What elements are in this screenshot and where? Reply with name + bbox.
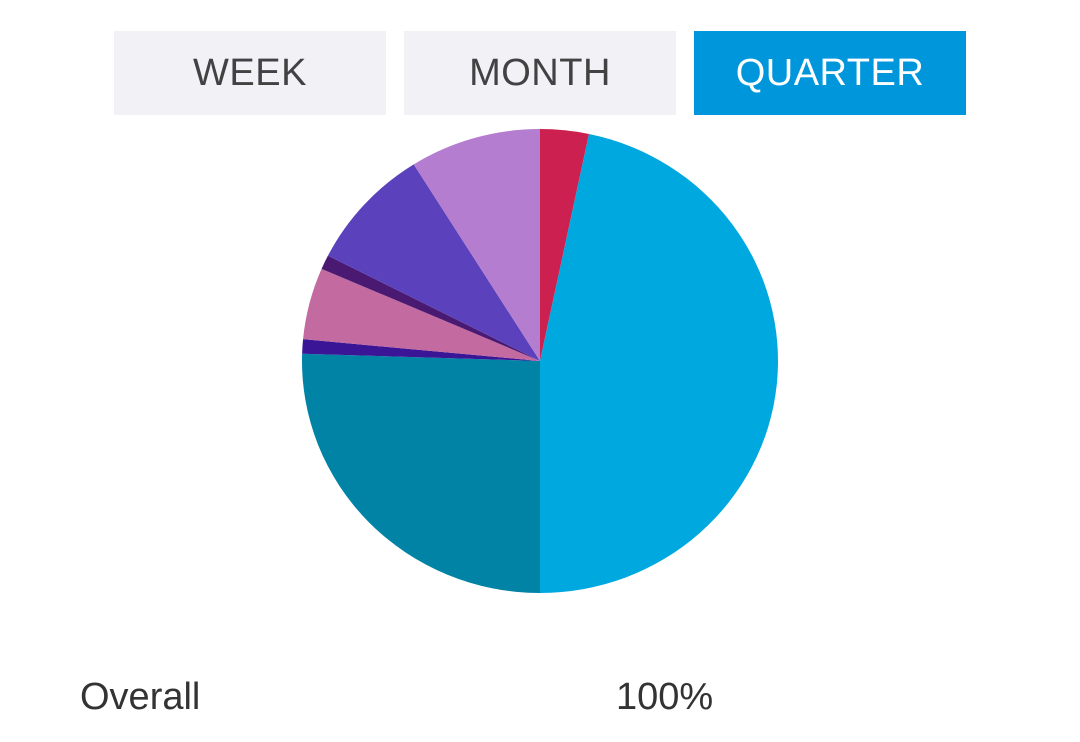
period-tabs: WEEK MONTH QUARTER [114,31,966,115]
summary-value: 100% [616,676,714,718]
pie-slice-4 [302,339,540,361]
tab-month[interactable]: MONTH [404,31,676,115]
tab-week[interactable]: WEEK [114,31,386,115]
pie-slice-2 [540,133,779,593]
summary-row: Overall 100% [0,676,1080,726]
pie-slices [302,129,779,593]
pie-slice-1 [540,129,589,361]
pie-slice-5 [303,268,540,361]
pie-slice-7 [327,164,540,361]
pie-slice-3 [302,353,540,593]
tab-quarter[interactable]: QUARTER [694,31,966,115]
pie-chart [302,129,779,593]
summary-label: Overall [80,676,201,718]
pie-slice-6 [321,255,540,361]
pie-slice-8 [413,129,540,361]
